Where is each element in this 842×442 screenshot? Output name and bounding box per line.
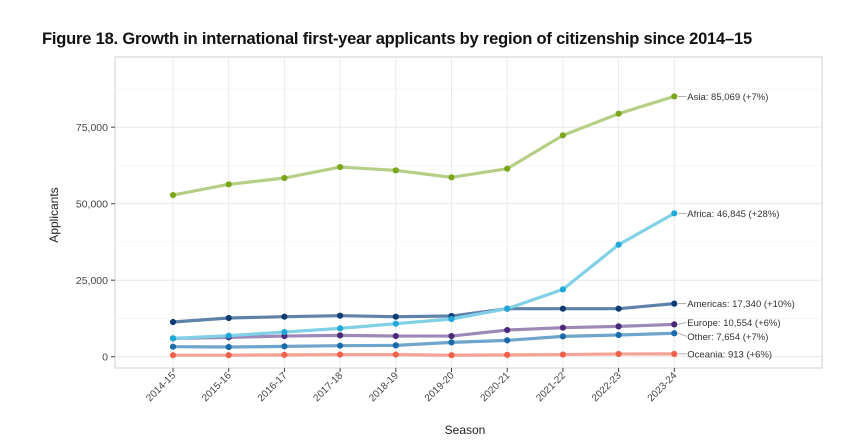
x-tick-label: 2018-19 — [367, 370, 401, 404]
data-point — [448, 339, 455, 346]
data-point — [671, 300, 678, 307]
series-end-label: Americas: 17,340 (+10%) — [687, 299, 794, 310]
data-point — [559, 351, 567, 358]
data-point — [169, 335, 177, 342]
data-point — [671, 330, 678, 337]
data-point — [504, 326, 511, 334]
label-leader — [678, 332, 687, 337]
data-point — [504, 351, 511, 358]
data-point — [392, 320, 399, 327]
data-point — [337, 332, 344, 339]
chart-title: Figure 18. Growth in international first… — [42, 30, 752, 48]
x-tick-label: 2023-24 — [646, 370, 680, 404]
data-point — [281, 343, 288, 350]
series-end-label: Oceania: 913 (+6%) — [687, 349, 772, 360]
series-line — [172, 211, 676, 340]
data-point — [671, 210, 678, 217]
series-end-label: Asia: 85,069 (+7%) — [687, 92, 768, 103]
y-tick-label: 25,000 — [76, 275, 108, 287]
series-asia — [169, 93, 678, 199]
series-line — [172, 331, 675, 349]
data-point — [281, 328, 288, 336]
data-point — [225, 181, 232, 188]
x-tick-label: 2015-16 — [200, 370, 234, 404]
y-tick-label: 50,000 — [76, 199, 108, 211]
series-line — [172, 322, 675, 340]
series-line — [172, 302, 675, 324]
data-point — [671, 93, 678, 100]
y-tick-label: 0 — [102, 352, 108, 364]
data-point — [615, 241, 622, 248]
label-leader — [678, 322, 687, 325]
series-end-label: Africa: 46,845 (+28%) — [687, 209, 779, 220]
data-point — [337, 351, 344, 358]
data-point — [337, 163, 344, 171]
data-point — [337, 325, 344, 332]
data-point — [615, 350, 622, 358]
data-point — [392, 313, 399, 320]
series-end-label: Other: 7,654 (+7%) — [687, 332, 768, 343]
data-point — [448, 315, 455, 323]
data-point — [615, 323, 622, 330]
data-point — [615, 331, 622, 339]
data-point — [615, 305, 622, 312]
x-tick-label: 2022-23 — [590, 370, 624, 404]
data-point — [559, 286, 567, 293]
data-point — [169, 343, 177, 350]
x-tick-label: 2019-20 — [423, 370, 457, 404]
series-africa — [169, 210, 678, 342]
data-point — [225, 343, 232, 351]
data-point — [392, 167, 399, 174]
data-point — [169, 318, 177, 326]
data-point — [559, 333, 567, 340]
data-point — [281, 351, 288, 358]
y-tick-label: 75,000 — [76, 122, 108, 134]
data-point — [169, 352, 177, 359]
y-axis-title: Applicants — [47, 187, 61, 242]
data-point — [392, 351, 399, 358]
data-point — [504, 305, 511, 312]
data-point — [392, 342, 399, 349]
data-point — [225, 332, 232, 339]
series-other — [169, 330, 678, 351]
x-tick-label: 2020-21 — [479, 370, 513, 404]
data-point — [337, 342, 344, 349]
data-point — [225, 352, 232, 359]
data-point — [225, 314, 232, 322]
data-point — [504, 337, 511, 344]
series-line — [173, 352, 675, 357]
x-tick-label: 2017-18 — [311, 370, 345, 404]
data-point — [392, 332, 399, 340]
data-point — [448, 174, 455, 181]
data-point — [559, 132, 567, 139]
data-point — [671, 321, 678, 328]
data-point — [337, 312, 344, 319]
x-tick-label: 2014-15 — [144, 370, 178, 404]
data-point — [169, 191, 177, 199]
x-axis-title: Season — [445, 423, 486, 437]
data-point — [671, 350, 678, 358]
data-point — [448, 352, 455, 359]
data-point — [281, 174, 288, 182]
series-oceania — [169, 350, 678, 359]
data-point — [281, 313, 288, 320]
data-point — [559, 324, 567, 331]
series-end-label: Europe: 10,554 (+6%) — [687, 318, 780, 329]
series-line — [172, 94, 675, 197]
x-tick-label: 2021-22 — [534, 370, 568, 404]
data-point — [615, 110, 622, 117]
x-tick-label: 2016-17 — [256, 370, 290, 404]
data-point — [559, 305, 567, 312]
data-point — [504, 165, 511, 172]
data-point — [448, 332, 455, 340]
